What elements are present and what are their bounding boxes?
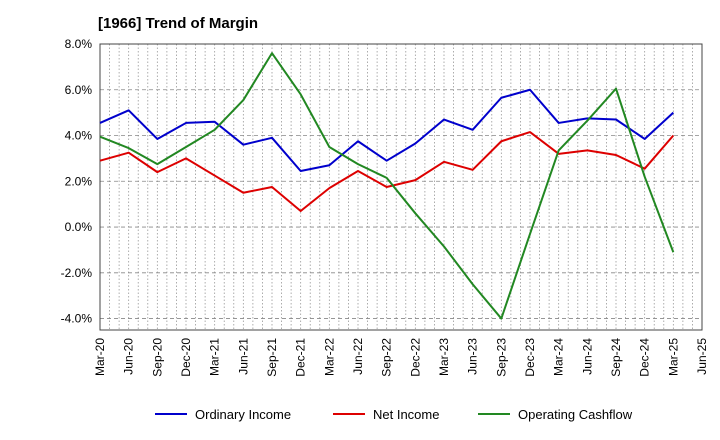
x-tick-label: Mar-25 — [666, 338, 680, 376]
x-tick-label: Dec-21 — [294, 338, 308, 377]
y-tick-label: 2.0% — [65, 174, 93, 188]
legend-label: Operating Cashflow — [518, 407, 633, 422]
x-tick-label: Sep-24 — [609, 338, 623, 377]
y-tick-label: -2.0% — [61, 266, 93, 280]
y-tick-label: 8.0% — [65, 37, 93, 51]
plot-frame — [99, 43, 703, 331]
y-tick-label: -4.0% — [61, 312, 93, 326]
x-tick-label: Sep-20 — [150, 338, 164, 377]
x-tick-label: Dec-24 — [638, 338, 652, 377]
plot-background — [100, 44, 702, 330]
series-lines — [99, 52, 675, 320]
series-line — [99, 52, 675, 320]
x-tick-label: Jun-20 — [122, 338, 136, 375]
x-tick-label: Mar-20 — [93, 338, 107, 376]
x-tick-label: Dec-23 — [523, 338, 537, 377]
x-tick-label: Sep-21 — [265, 338, 279, 377]
x-tick-label: Mar-21 — [208, 338, 222, 376]
x-tick-label: Jun-24 — [580, 338, 594, 375]
y-tick-label: 6.0% — [65, 83, 93, 97]
x-tick-label: Mar-23 — [437, 338, 451, 376]
x-tick-label: Dec-22 — [408, 338, 422, 377]
x-tick-label: Jun-23 — [466, 338, 480, 375]
x-tick-label: Dec-20 — [179, 338, 193, 377]
legend-label: Ordinary Income — [195, 407, 291, 422]
x-tick-label: Sep-22 — [380, 338, 394, 377]
legend: Ordinary Income Net Income Operating Cashf… — [155, 407, 633, 422]
x-tick-label: Mar-24 — [552, 338, 566, 376]
x-tick-label: Jun-25 — [695, 338, 709, 375]
x-tick-label: Sep-23 — [494, 338, 508, 377]
axes: 8.0% 6.0% 4.0% 2.0% 0.0% -2.0% -4.0%Mar-20 Jun-… — [61, 37, 709, 377]
x-tick-label: Mar-22 — [322, 338, 336, 376]
y-tick-label: 4.0% — [65, 129, 93, 143]
x-tick-label: Jun-22 — [351, 338, 365, 375]
x-tick-label: Jun-21 — [236, 338, 250, 375]
series-line — [99, 88, 675, 172]
chart-title: [1966] Trend of Margin — [98, 15, 259, 32]
y-tick-label: 0.0% — [65, 220, 93, 234]
grid — [99, 43, 703, 330]
legend-label: Net Income — [373, 407, 439, 422]
series-line — [99, 131, 675, 213]
